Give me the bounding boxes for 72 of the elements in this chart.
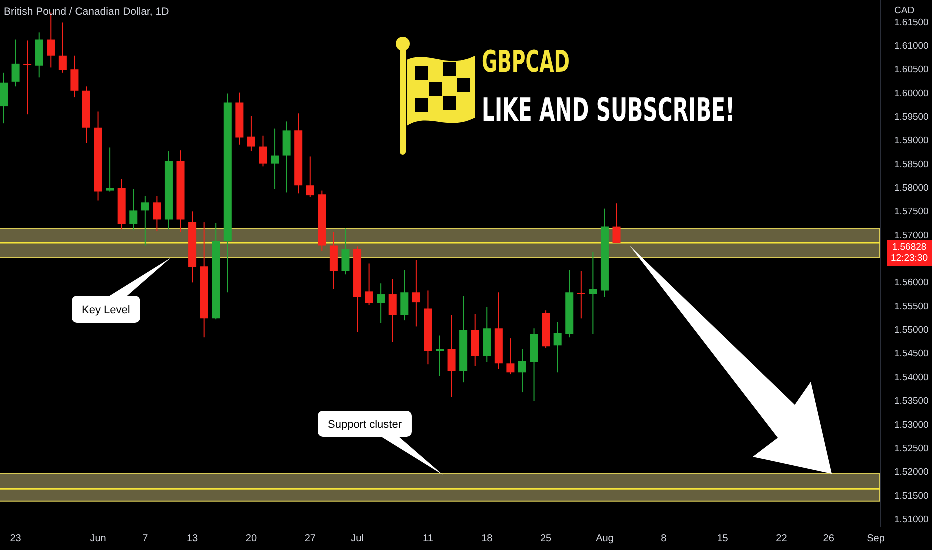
candlestick bbox=[247, 116, 256, 152]
y-tick-label: 1.53500 bbox=[894, 396, 929, 408]
candlestick bbox=[388, 278, 397, 343]
candlestick bbox=[518, 348, 526, 394]
y-tick-label: 1.53000 bbox=[894, 420, 929, 431]
x-tick-label: 11 bbox=[423, 534, 434, 544]
y-tick-label: 1.58000 bbox=[894, 183, 929, 194]
x-tick-label: 8 bbox=[661, 534, 668, 544]
x-tick-label: Jul bbox=[351, 534, 364, 544]
x-tick-label: 13 bbox=[186, 534, 199, 544]
y-tick-label: 1.61000 bbox=[894, 40, 929, 52]
y-tick-label: 1.60000 bbox=[894, 88, 929, 100]
candlestick bbox=[141, 196, 150, 246]
y-tick-label: 1.58500 bbox=[894, 159, 929, 170]
candlestick bbox=[342, 228, 350, 276]
y-tick-label: 1.59000 bbox=[894, 136, 929, 147]
x-tick-label: 18 bbox=[482, 534, 494, 544]
y-axis-title: CAD bbox=[894, 6, 915, 16]
candlestick bbox=[554, 322, 562, 374]
annotation: GBPCAD bbox=[482, 44, 570, 80]
y-tick-label: 1.60500 bbox=[894, 64, 929, 76]
candlestick bbox=[271, 128, 280, 190]
x-tick-label: 23 bbox=[10, 534, 22, 544]
ref-line-label: 1.56828 bbox=[892, 242, 927, 253]
y-tick-label: 1.55000 bbox=[894, 325, 929, 336]
candlestick bbox=[400, 270, 409, 322]
y-tick-label: 1.51000 bbox=[894, 514, 929, 526]
text: British Pound / Canadian Dollar, 1D bbox=[4, 6, 170, 18]
y-tick-label: 1.54500 bbox=[894, 348, 929, 360]
candlestick bbox=[577, 270, 586, 320]
x-tick-label: Sep bbox=[867, 534, 886, 544]
text: 12:23:30 bbox=[891, 253, 928, 264]
x-tick-label: 25 bbox=[540, 534, 552, 544]
y-tick-label: 1.55500 bbox=[894, 301, 929, 312]
candlestick bbox=[412, 260, 420, 328]
y-tick-label: 1.52000 bbox=[894, 467, 929, 478]
x-tick-label: 7 bbox=[142, 534, 149, 544]
y-tick-label: 1.54000 bbox=[894, 372, 929, 384]
candlestick bbox=[259, 135, 268, 168]
candlestick bbox=[365, 263, 374, 306]
candlestick bbox=[612, 203, 621, 244]
x-tick-label: 27 bbox=[304, 534, 316, 544]
candlestick bbox=[153, 196, 162, 232]
y-tick-label: 1.57000 bbox=[894, 230, 929, 242]
annotation: Key Level bbox=[82, 304, 130, 316]
candlestick bbox=[24, 40, 32, 116]
x-tick-label: 22 bbox=[776, 534, 788, 544]
candlestick bbox=[70, 55, 79, 98]
candlestick bbox=[448, 314, 456, 398]
candlestick bbox=[130, 188, 138, 232]
x-tick-label: Jun bbox=[90, 534, 106, 544]
x-tick-label: 26 bbox=[823, 534, 835, 544]
annotation: LIKE AND SUBSCRIBE! bbox=[482, 92, 735, 130]
y-tick-label: 1.59500 bbox=[894, 112, 929, 123]
candlestick bbox=[306, 156, 314, 198]
candlestick bbox=[58, 22, 67, 74]
candlestick bbox=[12, 39, 20, 88]
y-tick-label: 1.61500 bbox=[894, 17, 929, 28]
y-tick-label: 1.57500 bbox=[894, 206, 929, 218]
x-tick-label: 20 bbox=[246, 534, 258, 544]
candlestick bbox=[506, 338, 515, 376]
candlestick bbox=[436, 335, 444, 377]
candlestick bbox=[0, 72, 8, 124]
y-tick-label: 1.56000 bbox=[894, 278, 929, 289]
y-tick-label: 1.52500 bbox=[894, 443, 929, 454]
candlestick bbox=[106, 147, 114, 192]
annotation: Support cluster bbox=[328, 419, 402, 431]
x-tick-label: Aug bbox=[596, 534, 614, 544]
y-tick-label: 1.51500 bbox=[894, 490, 929, 502]
candlestick bbox=[377, 283, 386, 324]
candlestick bbox=[589, 252, 598, 335]
x-tick-label: 15 bbox=[717, 534, 729, 544]
